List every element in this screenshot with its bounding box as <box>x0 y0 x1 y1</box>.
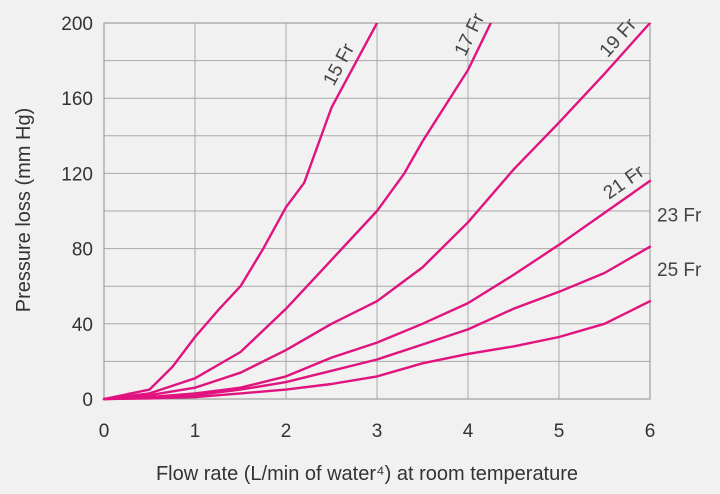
series-label: 17 Fr <box>451 10 490 60</box>
y-tick-label: 120 <box>61 164 93 185</box>
x-tick-label: 1 <box>190 421 201 442</box>
series-label: 25 Fr <box>657 260 702 281</box>
series-line <box>102 179 652 401</box>
series-line <box>102 23 492 401</box>
x-tick-label: 4 <box>463 421 474 442</box>
y-tick-label: 0 <box>82 390 93 411</box>
y-tick-labels: 0 40 80 120 160 200 <box>61 14 93 411</box>
series-line <box>102 23 652 401</box>
series-line <box>102 300 652 401</box>
series-label: 21 Fr <box>600 161 649 204</box>
series-lines <box>102 23 652 401</box>
series-line <box>102 245 652 401</box>
x-tick-label: 2 <box>281 421 292 442</box>
y-tick-label: 40 <box>72 315 93 336</box>
x-tick-label: 6 <box>645 421 656 442</box>
y-axis-title: Pressure loss (mm Hg) <box>13 108 35 312</box>
x-tick-labels: 0 1 2 3 4 5 6 <box>99 421 656 442</box>
x-axis-title: Flow rate (L/min of water⁴) at room temp… <box>156 463 578 485</box>
series-label: 19 Fr <box>596 14 642 62</box>
series-line <box>102 23 379 401</box>
x-tick-label: 0 <box>99 421 110 442</box>
y-tick-label: 160 <box>61 89 93 110</box>
x-tick-label: 5 <box>554 421 565 442</box>
y-tick-label: 80 <box>72 240 93 261</box>
series-label: 23 Fr <box>657 206 702 227</box>
x-tick-label: 3 <box>372 421 383 442</box>
y-tick-label: 200 <box>61 14 93 35</box>
